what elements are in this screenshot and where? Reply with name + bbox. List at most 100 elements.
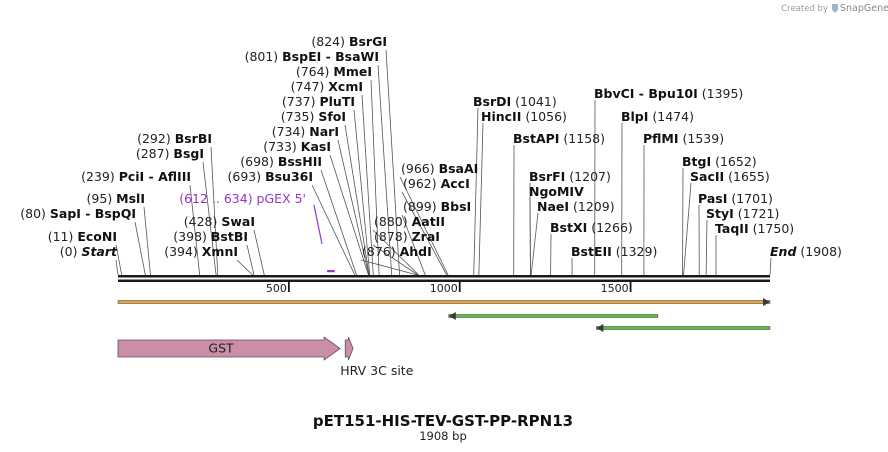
site-bstbi-leader — [246, 244, 255, 276]
site-bsrbi-leader — [210, 146, 219, 276]
site-bsrgi-leader — [385, 49, 400, 276]
site-bsu36i-name: Bsu36I — [265, 169, 313, 184]
site-aatii-name: AatII — [412, 214, 445, 229]
site-kasi-name: KasI — [301, 139, 331, 154]
site-bbvci-label: BbvCI - Bpu10I (1395) — [594, 86, 743, 101]
site-sacii-label: SacII (1655) — [690, 169, 770, 184]
site-bsrgi-name: BsrGI — [349, 34, 387, 49]
site-taqii-label: TaqII (1750) — [715, 221, 794, 236]
site-bbsi-position: (899) — [403, 199, 441, 214]
site-pasi-label: PasI (1701) — [698, 191, 773, 206]
site-bsrgi-label: (824) BsrGI — [311, 34, 387, 49]
site-bbsi-label: (899) BbsI — [403, 199, 471, 214]
site-acci-position: (962) — [403, 176, 441, 191]
site-zrai-label: (878) ZraI — [374, 229, 440, 244]
orf-3-arrowhead — [596, 324, 604, 332]
feature-gst: GST — [117, 336, 341, 361]
site-econi-position: (11) — [48, 229, 78, 244]
site-xmni-leader — [236, 259, 253, 276]
snapgene-credit: Created by SnapGene — [781, 3, 888, 14]
site-bsshii-position: (698) — [240, 154, 278, 169]
site-bsrdi-label: BsrDI (1041) — [473, 94, 557, 109]
site-pcii-position: (239) — [81, 169, 119, 184]
site-pflmi-name: PflMI — [643, 131, 679, 146]
map-length: 1908 bp — [419, 429, 467, 443]
site-bsteii-name: BstEII — [571, 244, 612, 259]
site-econi-label: (11) EcoNI — [48, 229, 117, 244]
site-leader-lines — [115, 49, 772, 276]
credit-prefix-text: Created by — [781, 4, 828, 14]
credit-brand-text: SnapGene — [840, 3, 888, 14]
site-sfoi-name: SfoI — [318, 109, 346, 124]
site-msli-label: (95) MslI — [87, 191, 145, 206]
site-pluti-leader — [353, 109, 371, 276]
orf-arrows — [117, 298, 771, 332]
site-mmei-leader — [370, 79, 380, 276]
site-bspei-label: (801) BspEI - BsaWI — [245, 49, 379, 64]
orf-3 — [596, 324, 771, 332]
site-sfoi-label: (735) SfoI — [281, 109, 346, 124]
site-sacii-name: SacII — [690, 169, 724, 184]
site-btgi-position: (1652) — [711, 154, 757, 169]
site-bsgi-position: (287) — [136, 146, 174, 161]
site-start-leader — [115, 259, 119, 276]
feature-arrows: GST HRV 3C site — [117, 336, 414, 378]
site-end-name: End — [770, 244, 797, 259]
site-pcii-name: PciI - AflIII — [119, 169, 191, 184]
site-bspei-leader — [377, 64, 393, 276]
site-blpi-label: BlpI (1474) — [621, 109, 694, 124]
site-btgi-name: BtgI — [682, 154, 711, 169]
site-bsrdi-name: BsrDI — [473, 94, 511, 109]
site-xmni-label: (394) XmnI — [164, 244, 238, 259]
site-bbsi-leader — [401, 214, 426, 276]
primer-name: pGEX 5' — [257, 191, 306, 206]
site-bstxi-label: BstXI (1266) — [550, 220, 633, 235]
site-start-position: (0) — [60, 244, 82, 259]
site-blpi-position: (1474) — [648, 109, 694, 124]
site-bsu36i-leader — [311, 184, 356, 276]
site-pasi-position: (1701) — [727, 191, 773, 206]
site-end-position: (1908) — [796, 244, 842, 259]
orf-2-bar — [448, 314, 659, 318]
site-styi-leader — [705, 219, 708, 276]
site-sapi-leader — [134, 221, 146, 276]
site-econi-name: EcoNI — [77, 229, 117, 244]
site-econi-leader — [115, 244, 123, 276]
site-nari-name: NarI — [309, 124, 339, 139]
site-ngomiv-label: NgoMIV — [529, 184, 584, 199]
orf-2 — [448, 312, 659, 320]
site-bsshii-leader — [320, 169, 357, 276]
site-sacii-leader — [683, 182, 692, 276]
site-bsshii-label: (698) BssHII — [240, 154, 322, 169]
site-pluti-position: (737) — [282, 94, 320, 109]
site-xmni-position: (394) — [164, 244, 202, 259]
site-bstbi-name: BstBI — [211, 229, 248, 244]
site-mmei-label: (764) MmeI — [296, 64, 372, 79]
site-xcmi-position: (747) — [291, 79, 329, 94]
ruler-ticks: 500 1000 1500 — [266, 282, 632, 295]
site-styi-position: (1721) — [734, 206, 780, 221]
site-sapi-position: (80) — [20, 206, 50, 221]
ruler-tick-label-1000: 1000 — [430, 282, 458, 295]
snapgene-logo-icon — [832, 4, 838, 13]
site-styi-label: StyI (1721) — [706, 206, 779, 221]
site-hincii-position: (1056) — [521, 109, 567, 124]
site-swai-name: SwaI — [221, 214, 255, 229]
bottom-strand — [118, 279, 770, 282]
site-bsrfi-label: BsrFI (1207) — [529, 169, 611, 184]
site-sapi-label: (80) SapI - BspQI — [20, 206, 136, 221]
orf-3-bar — [596, 326, 771, 330]
site-bstxi-position: (1266) — [587, 220, 633, 235]
site-bstbi-position: (398) — [173, 229, 211, 244]
orf-1-bar — [117, 300, 771, 304]
site-mmei-position: (764) — [296, 64, 334, 79]
site-bsrbi-label: (292) BsrBI — [137, 131, 212, 146]
site-pluti-label: (737) PluTI — [282, 94, 355, 109]
feature-gst-arrow — [117, 336, 341, 361]
site-bsrfi-position: (1207) — [565, 169, 611, 184]
site-labels: (0) Start(11) EcoNI (80) SapI - BspQI(95)… — [20, 34, 842, 259]
orf-2-arrowhead — [448, 312, 456, 320]
primer-binding-mark — [327, 270, 335, 273]
site-bstapi-label: BstAPI (1158) — [513, 131, 605, 146]
